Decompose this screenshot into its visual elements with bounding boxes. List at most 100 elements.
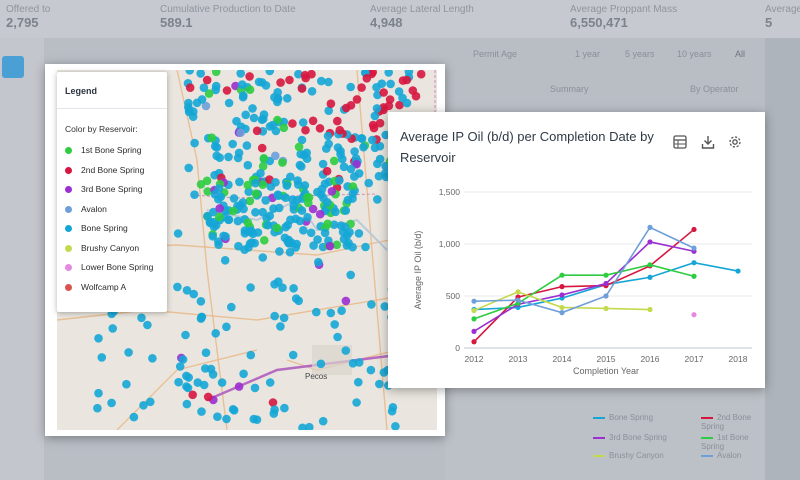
- well-marker[interactable]: [259, 110, 269, 119]
- well-marker[interactable]: [268, 120, 278, 130]
- well-marker[interactable]: [362, 74, 372, 83]
- well-marker[interactable]: [286, 172, 295, 182]
- well-marker[interactable]: [240, 229, 250, 238]
- well-marker[interactable]: [354, 229, 364, 238]
- well-marker[interactable]: [236, 128, 245, 137]
- filter-5-years[interactable]: 5 years: [625, 49, 655, 59]
- well-marker[interactable]: [189, 289, 198, 299]
- data-point[interactable]: [559, 292, 565, 298]
- well-marker[interactable]: [278, 283, 287, 292]
- well-marker[interactable]: [318, 159, 328, 169]
- well-marker[interactable]: [270, 311, 279, 321]
- well-marker[interactable]: [251, 178, 260, 188]
- well-marker[interactable]: [341, 346, 351, 355]
- well-marker[interactable]: [307, 70, 316, 79]
- well-marker[interactable]: [379, 368, 389, 377]
- well-marker[interactable]: [250, 238, 259, 248]
- well-marker[interactable]: [185, 70, 194, 75]
- data-point[interactable]: [559, 310, 565, 316]
- data-point[interactable]: [471, 316, 477, 322]
- well-marker[interactable]: [211, 329, 220, 338]
- well-marker[interactable]: [297, 84, 307, 93]
- well-marker[interactable]: [331, 207, 340, 217]
- menu-button[interactable]: [2, 56, 24, 78]
- well-marker[interactable]: [348, 182, 358, 191]
- well-marker[interactable]: [368, 135, 377, 145]
- well-marker[interactable]: [214, 184, 224, 193]
- well-marker[interactable]: [380, 302, 390, 311]
- well-marker[interactable]: [301, 125, 310, 135]
- well-marker[interactable]: [185, 83, 195, 92]
- well-marker[interactable]: [246, 350, 256, 360]
- well-marker[interactable]: [309, 241, 318, 250]
- well-marker[interactable]: [143, 320, 152, 330]
- well-marker[interactable]: [322, 144, 331, 153]
- download-icon[interactable]: [700, 134, 716, 150]
- data-point[interactable]: [603, 280, 609, 287]
- tab-summary[interactable]: Summary: [550, 84, 589, 94]
- data-point[interactable]: [603, 293, 609, 299]
- well-marker[interactable]: [274, 191, 283, 200]
- well-marker[interactable]: [275, 247, 284, 256]
- well-marker[interactable]: [271, 151, 280, 161]
- well-marker[interactable]: [243, 160, 253, 170]
- well-marker[interactable]: [303, 213, 312, 222]
- well-marker[interactable]: [182, 286, 192, 295]
- well-marker[interactable]: [202, 75, 212, 85]
- well-marker[interactable]: [350, 147, 359, 156]
- filter-10-years[interactable]: 10 years: [677, 49, 712, 59]
- well-marker[interactable]: [184, 98, 193, 108]
- data-point[interactable]: [515, 289, 521, 295]
- well-marker[interactable]: [281, 222, 290, 232]
- well-marker[interactable]: [229, 206, 238, 216]
- well-marker[interactable]: [137, 313, 146, 323]
- well-marker[interactable]: [213, 412, 222, 422]
- well-marker[interactable]: [188, 390, 197, 400]
- well-marker[interactable]: [206, 364, 216, 374]
- data-point[interactable]: [647, 224, 653, 230]
- well-marker[interactable]: [338, 154, 347, 164]
- filter-1-year[interactable]: 1 year: [575, 49, 601, 59]
- well-marker[interactable]: [374, 171, 384, 181]
- well-marker[interactable]: [370, 111, 380, 121]
- well-marker[interactable]: [108, 324, 117, 333]
- well-marker[interactable]: [367, 300, 376, 309]
- well-marker[interactable]: [329, 220, 339, 229]
- well-marker[interactable]: [174, 377, 183, 387]
- well-marker[interactable]: [300, 70, 310, 80]
- well-marker[interactable]: [183, 383, 193, 393]
- data-point[interactable]: [735, 268, 741, 274]
- well-marker[interactable]: [233, 216, 243, 226]
- well-marker[interactable]: [224, 152, 233, 162]
- well-marker[interactable]: [203, 211, 212, 221]
- well-marker[interactable]: [364, 178, 374, 188]
- well-marker[interactable]: [332, 240, 342, 250]
- well-marker[interactable]: [357, 134, 367, 143]
- well-marker[interactable]: [279, 313, 289, 323]
- well-marker[interactable]: [335, 176, 344, 185]
- well-marker[interactable]: [346, 164, 356, 174]
- well-marker[interactable]: [196, 297, 206, 306]
- well-marker[interactable]: [386, 79, 395, 89]
- well-marker[interactable]: [265, 70, 275, 76]
- well-marker[interactable]: [201, 348, 211, 358]
- well-marker[interactable]: [379, 88, 389, 97]
- well-marker[interactable]: [184, 163, 193, 173]
- well-marker[interactable]: [251, 208, 260, 217]
- well-marker[interactable]: [375, 118, 385, 128]
- well-marker[interactable]: [241, 110, 250, 120]
- well-marker[interactable]: [261, 81, 271, 90]
- well-marker[interactable]: [276, 322, 285, 331]
- well-marker[interactable]: [297, 135, 307, 145]
- well-marker[interactable]: [242, 141, 252, 150]
- well-marker[interactable]: [274, 203, 284, 213]
- well-marker[interactable]: [369, 123, 379, 133]
- well-marker[interactable]: [258, 180, 268, 189]
- well-marker[interactable]: [181, 330, 190, 340]
- well-marker[interactable]: [124, 348, 133, 357]
- well-marker[interactable]: [217, 378, 227, 387]
- well-marker[interactable]: [122, 379, 131, 389]
- well-marker[interactable]: [288, 350, 298, 360]
- well-marker[interactable]: [280, 403, 289, 413]
- data-point[interactable]: [691, 245, 697, 251]
